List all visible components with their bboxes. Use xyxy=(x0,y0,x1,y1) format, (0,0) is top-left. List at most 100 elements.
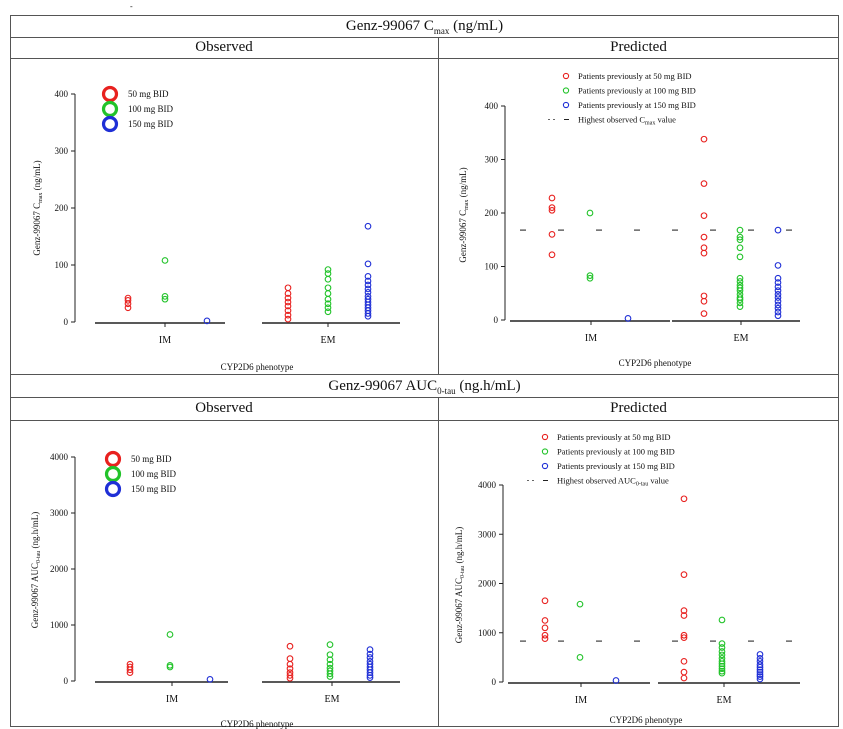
data-point-red xyxy=(700,292,708,300)
data-point-red xyxy=(284,294,292,302)
data-point-red xyxy=(124,296,132,304)
data-point-red xyxy=(548,251,556,259)
data-point-red xyxy=(126,663,134,671)
data-point-green xyxy=(326,641,334,648)
data-point-red xyxy=(700,180,708,187)
data-point-red xyxy=(541,617,549,624)
section-title-cmax: Genz-99067 Cmax (ng/mL) xyxy=(345,18,504,36)
data-point-green xyxy=(324,270,332,277)
legend-label: Patients previously at 150 mg BID xyxy=(578,100,696,110)
x-axis-label: CYP2D6 phenotype xyxy=(610,715,683,725)
y-tick-label: 400 xyxy=(485,101,499,111)
y-tick-label: 4000 xyxy=(478,480,497,490)
legend-marker xyxy=(101,85,119,103)
data-point-green xyxy=(324,284,332,292)
data-point-blue xyxy=(774,297,782,305)
data-point-red xyxy=(548,231,556,238)
legend-label-reference: Highest observed AUC0-tau value xyxy=(557,476,669,488)
data-point-green xyxy=(326,651,334,659)
data-point-blue xyxy=(364,222,372,230)
data-point-red xyxy=(680,607,688,614)
data-point-green xyxy=(736,290,744,298)
figure-frame xyxy=(10,15,839,727)
data-point-green xyxy=(324,290,332,297)
y-tick-label: 300 xyxy=(485,155,499,165)
data-point-blue xyxy=(774,287,782,294)
legend-label: Patients previously at 50 mg BID xyxy=(557,432,671,442)
data-point-green xyxy=(736,284,744,292)
panel-title-observed: Observed xyxy=(195,400,253,416)
data-point-blue xyxy=(756,673,764,680)
legend-marker xyxy=(101,115,119,133)
data-point-red xyxy=(541,631,549,639)
data-point-green xyxy=(586,274,594,282)
data-point-red xyxy=(700,297,708,305)
data-point-green xyxy=(736,226,744,234)
y-axis-label: Genz-99067 Cmax (ng/mL) xyxy=(458,167,470,262)
data-point-red xyxy=(680,674,688,682)
legend-marker xyxy=(562,87,570,94)
data-point-green xyxy=(576,600,584,608)
data-point-red xyxy=(286,642,294,650)
data-point-blue xyxy=(774,262,782,269)
data-point-blue xyxy=(203,317,211,325)
data-point-green xyxy=(324,275,332,283)
data-point-green xyxy=(161,293,169,300)
x-tick-label: EM xyxy=(321,335,336,346)
data-point-green xyxy=(326,656,334,664)
data-point-green xyxy=(736,274,744,282)
y-tick-label: 100 xyxy=(485,262,499,272)
data-point-green xyxy=(326,660,334,668)
data-point-green xyxy=(718,651,726,659)
data-point-blue xyxy=(366,660,374,668)
divider xyxy=(10,420,839,421)
y-tick-label: 0 xyxy=(492,677,497,687)
legend-marker xyxy=(562,72,570,80)
data-point-red xyxy=(286,655,294,662)
data-point-red xyxy=(284,307,292,314)
legend-marker xyxy=(101,100,119,118)
data-point-blue xyxy=(774,308,782,316)
data-point-red xyxy=(680,668,688,676)
data-point-blue xyxy=(366,650,374,658)
data-point-blue xyxy=(774,283,782,291)
x-tick-label: EM xyxy=(717,695,732,706)
panel-title-observed: Observed xyxy=(195,39,253,55)
x-axis-label: CYP2D6 phenotype xyxy=(221,719,294,729)
data-point-red xyxy=(286,665,294,673)
y-tick-label: 1000 xyxy=(50,620,69,630)
panel-divider xyxy=(438,397,439,727)
stray-dash-mark: - xyxy=(130,2,133,11)
data-point-blue xyxy=(366,674,374,681)
legend-label: Patients previously at 50 mg BID xyxy=(578,71,692,81)
data-point-green xyxy=(161,295,169,303)
data-point-red xyxy=(700,249,708,257)
legend-label: Patients previously at 100 mg BID xyxy=(578,86,696,96)
data-point-green xyxy=(736,281,744,289)
y-tick-label: 3000 xyxy=(50,508,69,518)
data-point-red xyxy=(680,631,688,639)
panel-divider xyxy=(438,37,439,374)
data-point-green xyxy=(166,661,174,669)
x-axis-label: CYP2D6 phenotype xyxy=(221,362,294,372)
y-tick-label: 1000 xyxy=(478,628,497,638)
data-point-blue xyxy=(206,675,214,683)
data-point-red xyxy=(541,597,549,605)
data-point-blue xyxy=(364,285,372,293)
data-point-blue xyxy=(774,312,782,320)
divider xyxy=(10,374,839,375)
y-tick-label: 4000 xyxy=(50,452,69,462)
data-point-green xyxy=(736,236,744,244)
data-point-green xyxy=(324,304,332,312)
data-point-green xyxy=(576,654,584,661)
data-point-green xyxy=(586,209,594,217)
y-tick-label: 3000 xyxy=(478,529,497,539)
data-point-blue xyxy=(612,677,620,684)
y-tick-label: 0 xyxy=(64,676,69,686)
data-point-red xyxy=(680,634,688,642)
divider xyxy=(10,37,839,38)
legend-marker xyxy=(541,448,549,455)
data-point-blue xyxy=(364,281,372,289)
data-point-blue xyxy=(366,646,374,653)
legend-label: 100 mg BID xyxy=(128,104,174,114)
